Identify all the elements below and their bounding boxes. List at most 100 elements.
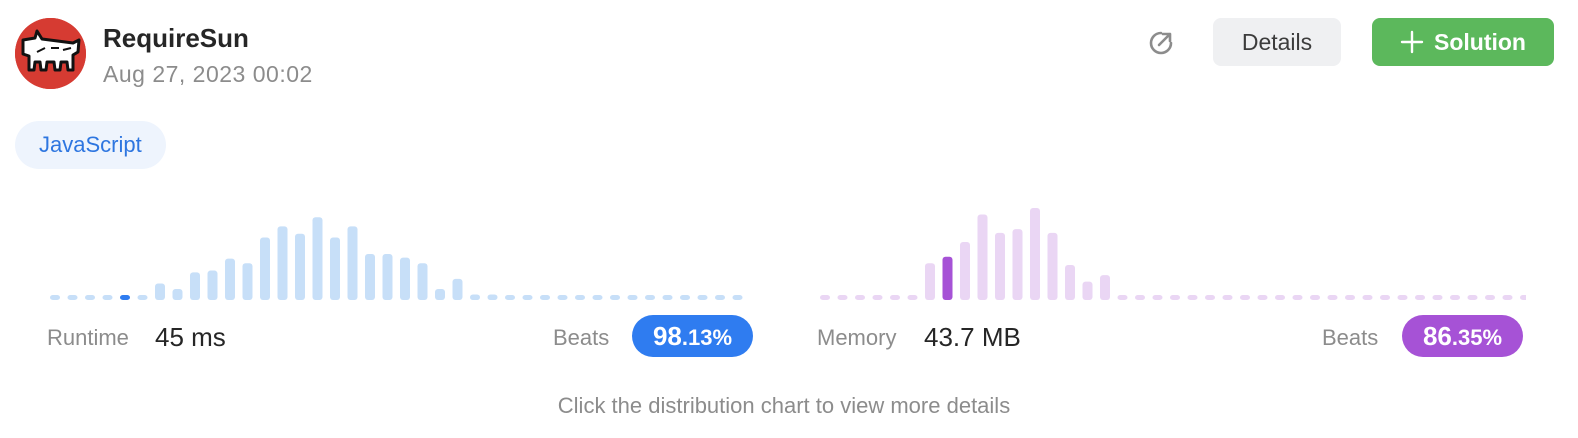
memory-value: 43.7 MB (924, 322, 1021, 352)
memory-bar[interactable] (837, 295, 848, 300)
runtime-bar[interactable] (505, 295, 515, 300)
runtime-bar[interactable] (242, 263, 253, 300)
language-tag[interactable]: JavaScript (15, 121, 166, 169)
runtime-bar[interactable] (575, 295, 585, 300)
runtime-bar[interactable] (347, 226, 358, 300)
memory-bar[interactable] (1432, 295, 1443, 300)
memory-bar[interactable] (1485, 295, 1495, 300)
share-button[interactable] (1143, 25, 1179, 61)
memory-distribution-chart[interactable] (816, 196, 1526, 302)
runtime-beats-frac: .13% (681, 325, 733, 350)
runtime-bar[interactable] (172, 288, 183, 300)
runtime-bar[interactable] (697, 295, 708, 300)
runtime-bar[interactable] (610, 295, 620, 300)
memory-bar[interactable] (872, 295, 883, 300)
memory-bar[interactable] (1012, 229, 1023, 300)
share-arrow-icon (1149, 31, 1173, 55)
memory-bar[interactable] (1240, 295, 1250, 300)
runtime-bar[interactable] (715, 295, 725, 300)
runtime-bar[interactable] (680, 295, 690, 300)
runtime-bar[interactable] (155, 283, 165, 300)
memory-bar[interactable] (820, 295, 830, 300)
runtime-bar[interactable] (557, 295, 568, 300)
memory-bar[interactable] (1345, 295, 1355, 300)
runtime-bar[interactable] (225, 258, 235, 300)
memory-bar[interactable] (1310, 295, 1320, 300)
runtime-bar[interactable] (627, 295, 638, 300)
memory-label: Memory (817, 325, 897, 350)
memory-bar[interactable] (960, 242, 970, 300)
memory-bar[interactable] (907, 295, 918, 300)
memory-bar[interactable] (890, 295, 900, 300)
runtime-bar[interactable] (452, 278, 463, 300)
runtime-bar[interactable] (330, 237, 340, 300)
memory-bar[interactable] (1450, 295, 1460, 300)
memory-bar[interactable] (1100, 275, 1110, 300)
runtime-bar[interactable] (382, 254, 393, 300)
runtime-bar[interactable] (365, 254, 375, 300)
runtime-bar[interactable] (592, 295, 603, 300)
runtime-bar[interactable] (435, 288, 445, 300)
keith-haring-dog-icon (15, 18, 86, 89)
avatar[interactable] (15, 18, 86, 89)
memory-bar[interactable] (1292, 295, 1303, 300)
memory-bar[interactable] (1117, 295, 1128, 300)
memory-bar[interactable] (1135, 295, 1145, 300)
memory-bar[interactable] (1520, 295, 1526, 300)
runtime-bar[interactable] (417, 263, 428, 300)
memory-beats-int: 86 (1422, 321, 1452, 351)
memory-bar[interactable] (1415, 295, 1425, 300)
runtime-bar[interactable] (540, 295, 550, 300)
memory-bar[interactable] (1170, 295, 1180, 300)
runtime-bar[interactable] (470, 294, 480, 300)
memory-bar[interactable] (942, 256, 953, 300)
runtime-bar[interactable] (120, 295, 130, 300)
runtime-bar[interactable] (662, 295, 673, 300)
runtime-bar[interactable] (67, 295, 78, 300)
runtime-bar[interactable] (312, 217, 323, 300)
memory-bar[interactable] (1257, 295, 1268, 300)
memory-beats-badge: 86.35% (1402, 315, 1523, 357)
memory-bar[interactable] (1205, 295, 1215, 300)
memory-bar[interactable] (1275, 295, 1285, 300)
runtime-label: Runtime (47, 325, 129, 350)
memory-bar[interactable] (1327, 295, 1338, 300)
runtime-bar[interactable] (487, 294, 498, 300)
runtime-bar[interactable] (522, 295, 533, 300)
memory-bar[interactable] (1187, 295, 1198, 300)
memory-bar[interactable] (1502, 295, 1513, 300)
runtime-bar[interactable] (732, 295, 743, 300)
details-button[interactable]: Details (1213, 18, 1341, 66)
memory-bar[interactable] (1362, 295, 1373, 300)
runtime-bar[interactable] (137, 295, 148, 300)
runtime-bar[interactable] (50, 295, 60, 300)
runtime-distribution-chart[interactable] (46, 196, 756, 302)
runtime-bar[interactable] (207, 270, 218, 300)
memory-bar[interactable] (977, 214, 988, 300)
runtime-beats-int: 98 (652, 321, 682, 351)
memory-bar[interactable] (855, 295, 865, 300)
memory-bar[interactable] (1222, 295, 1233, 300)
memory-bar[interactable] (1467, 295, 1478, 300)
runtime-value: 45 ms (155, 322, 226, 352)
memory-beats-label: Beats (1322, 325, 1379, 350)
add-solution-button[interactable]: Solution (1372, 18, 1554, 66)
runtime-bar[interactable] (260, 237, 270, 300)
runtime-bar[interactable] (85, 295, 95, 300)
runtime-bar[interactable] (400, 257, 410, 300)
runtime-bar[interactable] (277, 226, 288, 300)
memory-bar[interactable] (1397, 295, 1408, 300)
runtime-bar[interactable] (645, 295, 655, 300)
memory-bar[interactable] (925, 263, 935, 300)
memory-bar[interactable] (1082, 281, 1093, 300)
runtime-bar[interactable] (102, 295, 113, 300)
memory-bar[interactable] (995, 232, 1005, 300)
runtime-bar[interactable] (190, 272, 200, 300)
memory-bar[interactable] (1065, 265, 1075, 300)
memory-bar[interactable] (1152, 295, 1163, 300)
memory-bar[interactable] (1047, 232, 1058, 300)
memory-bar[interactable] (1380, 295, 1390, 300)
username[interactable]: RequireSun (103, 23, 249, 53)
memory-bar[interactable] (1030, 208, 1040, 300)
runtime-bar[interactable] (295, 233, 305, 300)
